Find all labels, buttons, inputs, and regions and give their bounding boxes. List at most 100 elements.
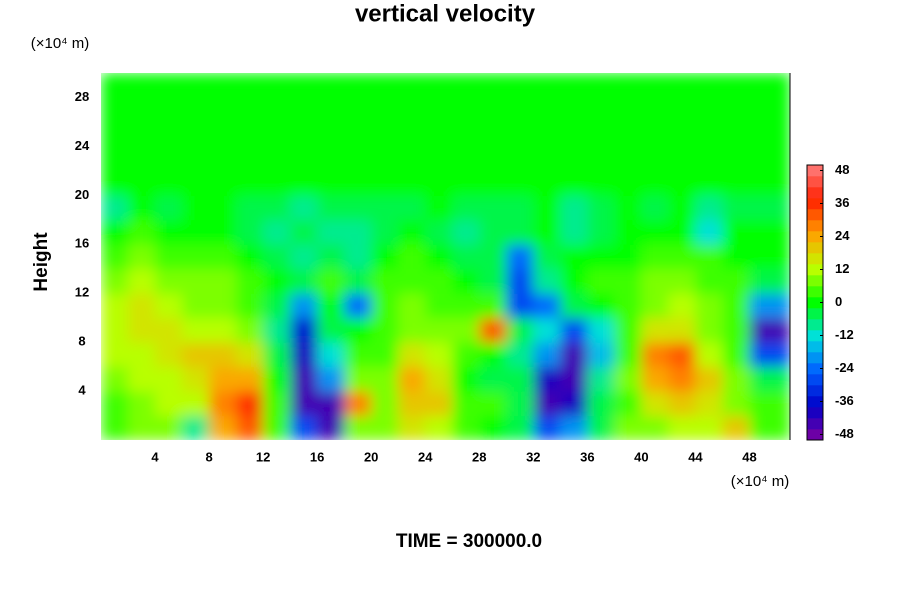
field-cell (290, 97, 318, 123)
field-cell (452, 219, 480, 245)
field-cell (344, 317, 372, 343)
field-cell (695, 342, 723, 368)
field-cell (182, 195, 210, 221)
field-cell (533, 366, 561, 392)
field-cell (398, 415, 426, 440)
field-cell (668, 293, 696, 319)
field-cell (425, 342, 453, 368)
field-cell (479, 342, 507, 368)
field-cell (209, 415, 237, 440)
field-cell (533, 415, 561, 440)
field-cell (506, 268, 534, 294)
field-cell (263, 391, 291, 417)
field-cell (614, 366, 642, 392)
field-cell (533, 293, 561, 319)
field-cell (155, 293, 183, 319)
field-cell (398, 244, 426, 270)
field-cell (128, 244, 156, 270)
colorbar-band (807, 308, 823, 320)
colorbar-tick-label: -24 (835, 360, 855, 375)
field-cell (668, 244, 696, 270)
field-cell (344, 268, 372, 294)
field-cell (371, 146, 399, 172)
field-cell (155, 219, 183, 245)
field-cell (560, 391, 588, 417)
field-cell (614, 317, 642, 343)
field-cell (371, 195, 399, 221)
field-cell (452, 366, 480, 392)
field-cell (236, 293, 264, 319)
field-cell (101, 73, 129, 98)
field-cell (668, 391, 696, 417)
field-cell (587, 391, 615, 417)
field-cell (587, 366, 615, 392)
field-cell (209, 195, 237, 221)
x-tick-label: 36 (580, 449, 594, 464)
field-cell (371, 415, 399, 440)
colorbar-band (807, 297, 823, 309)
field-cell (290, 391, 318, 417)
field-cell (236, 146, 264, 172)
field-cell (344, 415, 372, 440)
colorbar-band (807, 352, 823, 364)
field-cell (695, 415, 723, 440)
field-cell (425, 121, 453, 147)
field-cell (425, 195, 453, 221)
field-cell (614, 170, 642, 196)
field-cell (560, 342, 588, 368)
field-cell (371, 366, 399, 392)
field-cell (236, 244, 264, 270)
field-cell (317, 146, 345, 172)
field-cell (479, 73, 507, 98)
field-cell (236, 391, 264, 417)
field-cell (398, 121, 426, 147)
field-cell (128, 219, 156, 245)
colorbar-tick-label: -48 (835, 426, 854, 441)
colorbar-band (807, 319, 823, 331)
field-cell (344, 219, 372, 245)
field-cell (722, 268, 750, 294)
field-cell (290, 244, 318, 270)
field-cell (506, 415, 534, 440)
field-cell (452, 97, 480, 123)
field-cell (695, 170, 723, 196)
field-cell (317, 121, 345, 147)
field-cell (425, 73, 453, 98)
field-cell (668, 121, 696, 147)
field-cell (317, 342, 345, 368)
field-cell (506, 391, 534, 417)
field-cell (425, 293, 453, 319)
field-cell (101, 268, 129, 294)
field-cell (425, 244, 453, 270)
field-cell (587, 268, 615, 294)
field-cell (209, 293, 237, 319)
field-cell (371, 244, 399, 270)
field-cell (533, 391, 561, 417)
field-cell (479, 391, 507, 417)
colorbar-band (807, 396, 823, 408)
field-cell (749, 415, 790, 440)
field-cell (641, 293, 669, 319)
field-cell (128, 121, 156, 147)
field-cell (722, 195, 750, 221)
field-cell (182, 268, 210, 294)
field-cell (290, 317, 318, 343)
colorbar-band (807, 385, 823, 397)
colorbar-tick-label: -36 (835, 393, 854, 408)
field-cell (317, 293, 345, 319)
field-cell (641, 73, 669, 98)
colorbar-band (807, 209, 823, 221)
field-cell (209, 391, 237, 417)
field-cell (263, 366, 291, 392)
field-cell (344, 195, 372, 221)
field-cell (533, 244, 561, 270)
field-cell (722, 366, 750, 392)
field-cell (749, 244, 790, 270)
field-cell (236, 342, 264, 368)
field-cell (749, 73, 790, 98)
field-cell (209, 342, 237, 368)
x-unit-label: (×10⁴ m) (731, 473, 790, 490)
field-cell (722, 146, 750, 172)
field-cell (533, 146, 561, 172)
field-cell (695, 121, 723, 147)
